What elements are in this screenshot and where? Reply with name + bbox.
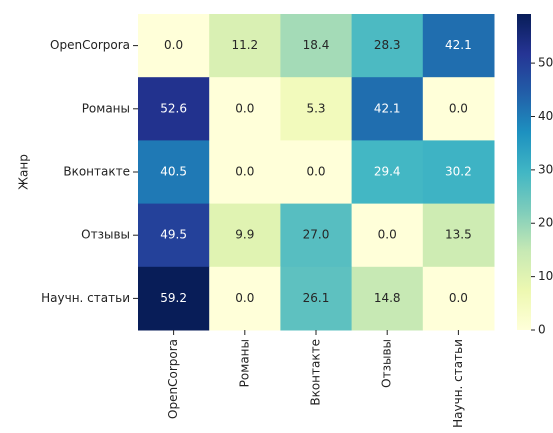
heatmap-cell [209, 203, 281, 268]
heatmap-cell [209, 14, 281, 78]
x-tick-label: Научн. статьи [451, 339, 465, 428]
cell-label: 0.0 [164, 38, 183, 52]
heatmap-cell [280, 140, 353, 205]
heatmap-cell [138, 266, 210, 331]
cell-label: 18.4 [303, 38, 330, 52]
heatmap-cell [138, 77, 210, 141]
heatmap-cell [422, 266, 495, 331]
cell-label: 42.1 [374, 101, 401, 115]
y-tick-label: Вконтакте [63, 165, 130, 179]
cell-label: 30.2 [445, 165, 472, 179]
cell-label: 29.4 [374, 165, 401, 179]
y-tick-label: Отзывы [81, 228, 130, 242]
heatmap-cell [422, 14, 495, 78]
colorbar-tick-label: 0 [538, 323, 546, 337]
cell-label: 0.0 [378, 228, 397, 242]
cell-label: 0.0 [306, 165, 325, 179]
heatmap-cell [138, 14, 210, 78]
heatmap-cell [351, 77, 424, 141]
cell-label: 0.0 [235, 101, 254, 115]
colorbar-tick-label: 40 [538, 109, 553, 123]
colorbar-tick-label: 10 [538, 269, 553, 283]
cell-label: 0.0 [449, 291, 468, 305]
y-tick-label: Научн. статьи [41, 291, 130, 305]
cell-label: 0.0 [235, 291, 254, 305]
colorbar [517, 14, 531, 330]
heatmap-cell [422, 140, 495, 205]
colorbar-tick-label: 30 [538, 162, 553, 176]
cell-label: 0.0 [449, 101, 468, 115]
heatmap-cell [138, 203, 210, 268]
heatmap-cell [209, 266, 281, 331]
heatmap-cell [351, 266, 424, 331]
cell-label: 27.0 [303, 228, 330, 242]
heatmap-cell [280, 14, 353, 78]
colorbar-tick-label: 50 [538, 56, 553, 70]
colorbar-tick-label: 20 [538, 216, 553, 230]
cell-label: 9.9 [235, 228, 254, 242]
cell-label: 49.5 [160, 228, 187, 242]
heatmap-cell [280, 77, 353, 141]
heatmap-cell [422, 77, 495, 141]
heatmap-cell [280, 203, 353, 268]
heatmap-cell [138, 140, 210, 205]
x-tick-label: OpenCorpora [166, 339, 180, 419]
heatmap-cell [351, 140, 424, 205]
y-axis-label: Жанр [17, 154, 31, 190]
cell-label: 42.1 [445, 38, 472, 52]
heatmap-cell [351, 14, 424, 78]
cell-label: 14.8 [374, 291, 401, 305]
y-tick-label: OpenCorpora [50, 38, 130, 52]
heatmap-cell [422, 203, 495, 268]
cell-label: 28.3 [374, 38, 401, 52]
x-tick-label: Романы [237, 339, 251, 387]
cell-label: 13.5 [445, 228, 472, 242]
cell-label: 11.2 [231, 38, 258, 52]
heatmap-cell [280, 266, 353, 331]
cell-label: 59.2 [160, 291, 187, 305]
heatmap-cell [351, 203, 424, 268]
cell-label: 52.6 [160, 101, 187, 115]
heatmap-cell [209, 140, 281, 205]
x-tick-label: Вконтакте [309, 339, 323, 406]
heatmap-cell [209, 77, 281, 141]
cell-label: 5.3 [306, 101, 325, 115]
cell-label: 26.1 [303, 291, 330, 305]
y-tick-label: Романы [82, 101, 130, 115]
cell-label: 40.5 [160, 165, 187, 179]
cell-label: 0.0 [235, 165, 254, 179]
x-tick-label: Отзывы [380, 339, 394, 388]
